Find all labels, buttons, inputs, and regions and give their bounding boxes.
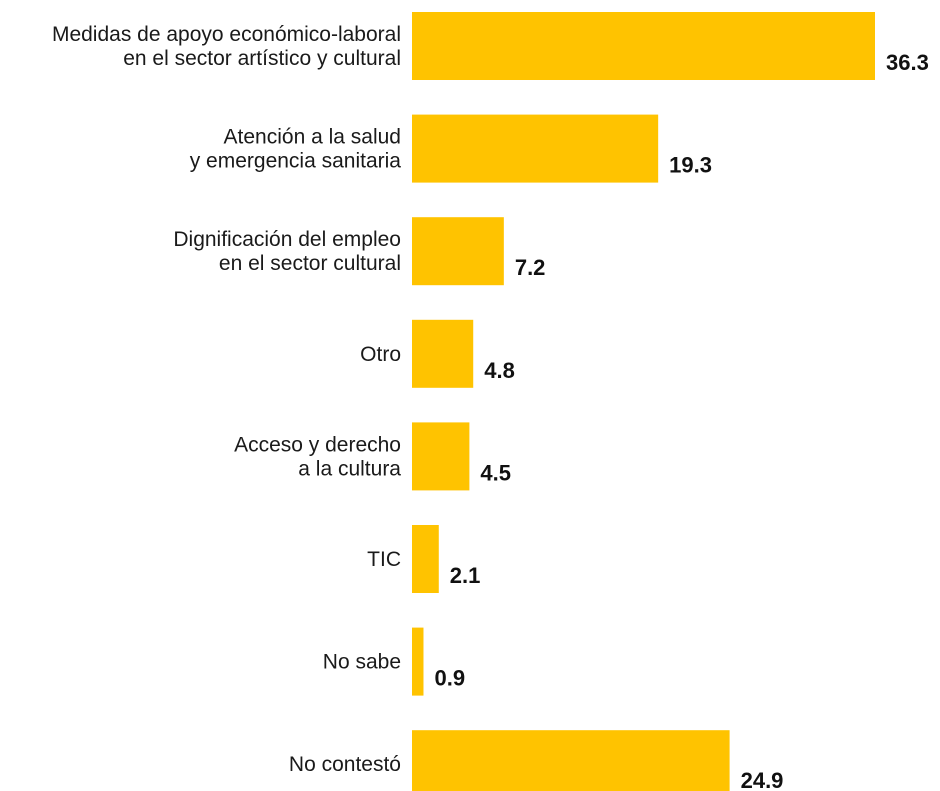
value-label-1: 19.3 bbox=[669, 153, 712, 178]
category-label-0: Medidas de apoyo económico-laboral en el … bbox=[52, 23, 401, 70]
value-label-3: 4.8 bbox=[484, 358, 515, 383]
bar-6 bbox=[412, 627, 424, 696]
bar-3 bbox=[412, 319, 474, 388]
category-label-line: TIC bbox=[367, 548, 401, 571]
bar-5 bbox=[412, 525, 439, 593]
category-label-line: Atención a la salud bbox=[224, 126, 401, 149]
category-label-line: en el sector cultural bbox=[219, 252, 401, 275]
bar-7 bbox=[412, 730, 730, 791]
category-label-line: Medidas de apoyo económico-laboral bbox=[52, 23, 401, 46]
category-label-line: No contestó bbox=[289, 753, 401, 776]
category-label-line: Otro bbox=[360, 343, 401, 366]
value-label-4: 4.5 bbox=[480, 460, 511, 485]
category-label-line: y emergencia sanitaria bbox=[190, 150, 402, 173]
category-label-2: Dignificación del empleo en el sector cul… bbox=[173, 228, 401, 275]
value-label-7: 24.9 bbox=[741, 768, 784, 791]
category-label-line: No sabe bbox=[323, 651, 401, 674]
category-label-4: Acceso y derecho a la cultura bbox=[234, 433, 401, 480]
bar-0 bbox=[412, 12, 875, 80]
category-label-line: en el sector artístico y cultural bbox=[123, 47, 401, 70]
category-label-line: Acceso y derecho bbox=[234, 433, 401, 456]
category-label-7: No contestó bbox=[289, 753, 401, 776]
value-label-2: 7.2 bbox=[515, 255, 546, 280]
category-label-line: a la cultura bbox=[298, 457, 401, 480]
bar-2 bbox=[412, 217, 504, 286]
category-label-1: Atención a la salud y emergencia sanitari… bbox=[190, 126, 402, 173]
value-label-5: 2.1 bbox=[450, 563, 481, 588]
category-label-line: Dignificación del empleo bbox=[173, 228, 401, 251]
bar-1 bbox=[412, 114, 659, 183]
bar-4 bbox=[412, 422, 470, 491]
category-label-6: No sabe bbox=[323, 651, 401, 674]
category-label-3: Otro bbox=[360, 343, 401, 366]
value-label-6: 0.9 bbox=[434, 666, 465, 691]
value-label-0: 36.3 bbox=[886, 50, 929, 75]
category-label-5: TIC bbox=[367, 548, 401, 571]
